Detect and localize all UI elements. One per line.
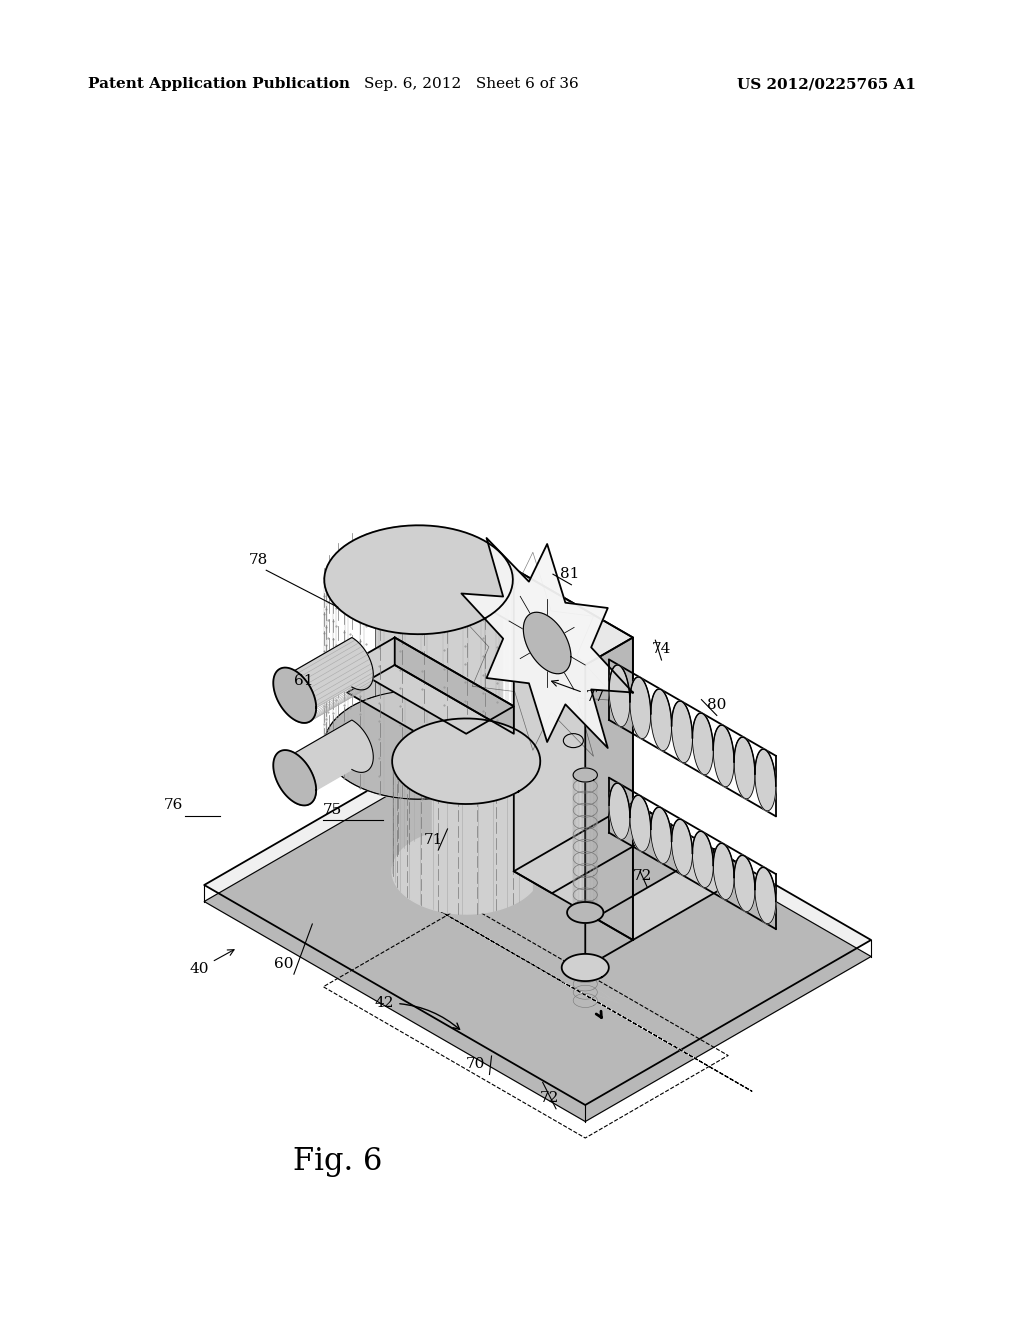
- Polygon shape: [562, 954, 609, 981]
- Polygon shape: [609, 665, 630, 726]
- Text: 80: 80: [707, 698, 726, 711]
- Polygon shape: [419, 899, 752, 1092]
- Polygon shape: [755, 750, 776, 810]
- Polygon shape: [609, 783, 630, 840]
- Polygon shape: [325, 525, 513, 634]
- Text: Patent Application Publication: Patent Application Publication: [88, 78, 350, 91]
- Text: 75: 75: [323, 804, 342, 817]
- Polygon shape: [392, 718, 541, 804]
- Polygon shape: [630, 795, 650, 851]
- Polygon shape: [347, 665, 514, 762]
- Text: 42: 42: [375, 997, 460, 1030]
- Polygon shape: [630, 677, 650, 739]
- Text: 81: 81: [560, 568, 580, 581]
- Polygon shape: [273, 750, 316, 805]
- Text: 74: 74: [651, 643, 671, 656]
- Polygon shape: [514, 803, 671, 894]
- Text: Sep. 6, 2012   Sheet 6 of 36: Sep. 6, 2012 Sheet 6 of 36: [364, 78, 579, 91]
- Polygon shape: [514, 569, 633, 940]
- Polygon shape: [586, 638, 633, 968]
- Text: 71: 71: [424, 833, 443, 846]
- Text: 78: 78: [249, 553, 268, 566]
- Text: 72: 72: [633, 870, 652, 883]
- Polygon shape: [595, 849, 752, 940]
- Polygon shape: [714, 843, 734, 899]
- Text: 72: 72: [540, 1092, 559, 1105]
- Polygon shape: [273, 668, 316, 723]
- Text: US 2012/0225765 A1: US 2012/0225765 A1: [737, 78, 916, 91]
- Polygon shape: [692, 713, 714, 775]
- Polygon shape: [651, 689, 672, 751]
- Polygon shape: [325, 531, 503, 799]
- Polygon shape: [325, 690, 513, 799]
- Polygon shape: [734, 855, 755, 912]
- Polygon shape: [692, 832, 714, 887]
- Polygon shape: [633, 803, 671, 841]
- Polygon shape: [462, 539, 633, 748]
- Text: 40: 40: [189, 949, 234, 975]
- Text: 77: 77: [552, 680, 605, 704]
- Polygon shape: [672, 701, 692, 763]
- Polygon shape: [466, 569, 633, 665]
- Polygon shape: [394, 638, 514, 734]
- Polygon shape: [714, 849, 752, 888]
- Text: 70: 70: [466, 1057, 485, 1071]
- Polygon shape: [523, 612, 571, 673]
- Text: 61: 61: [294, 675, 313, 688]
- Polygon shape: [714, 725, 734, 787]
- Polygon shape: [347, 638, 514, 734]
- Polygon shape: [567, 902, 603, 923]
- Polygon shape: [295, 638, 374, 723]
- Text: Fig. 6: Fig. 6: [293, 1146, 383, 1177]
- Polygon shape: [672, 820, 692, 875]
- Polygon shape: [295, 719, 374, 805]
- Polygon shape: [204, 737, 871, 1122]
- Polygon shape: [573, 768, 597, 781]
- Polygon shape: [392, 723, 532, 913]
- Polygon shape: [651, 808, 672, 863]
- Text: 76: 76: [164, 799, 183, 812]
- Polygon shape: [755, 867, 776, 924]
- Polygon shape: [204, 719, 871, 1105]
- Text: 60: 60: [274, 957, 294, 970]
- Polygon shape: [734, 737, 755, 799]
